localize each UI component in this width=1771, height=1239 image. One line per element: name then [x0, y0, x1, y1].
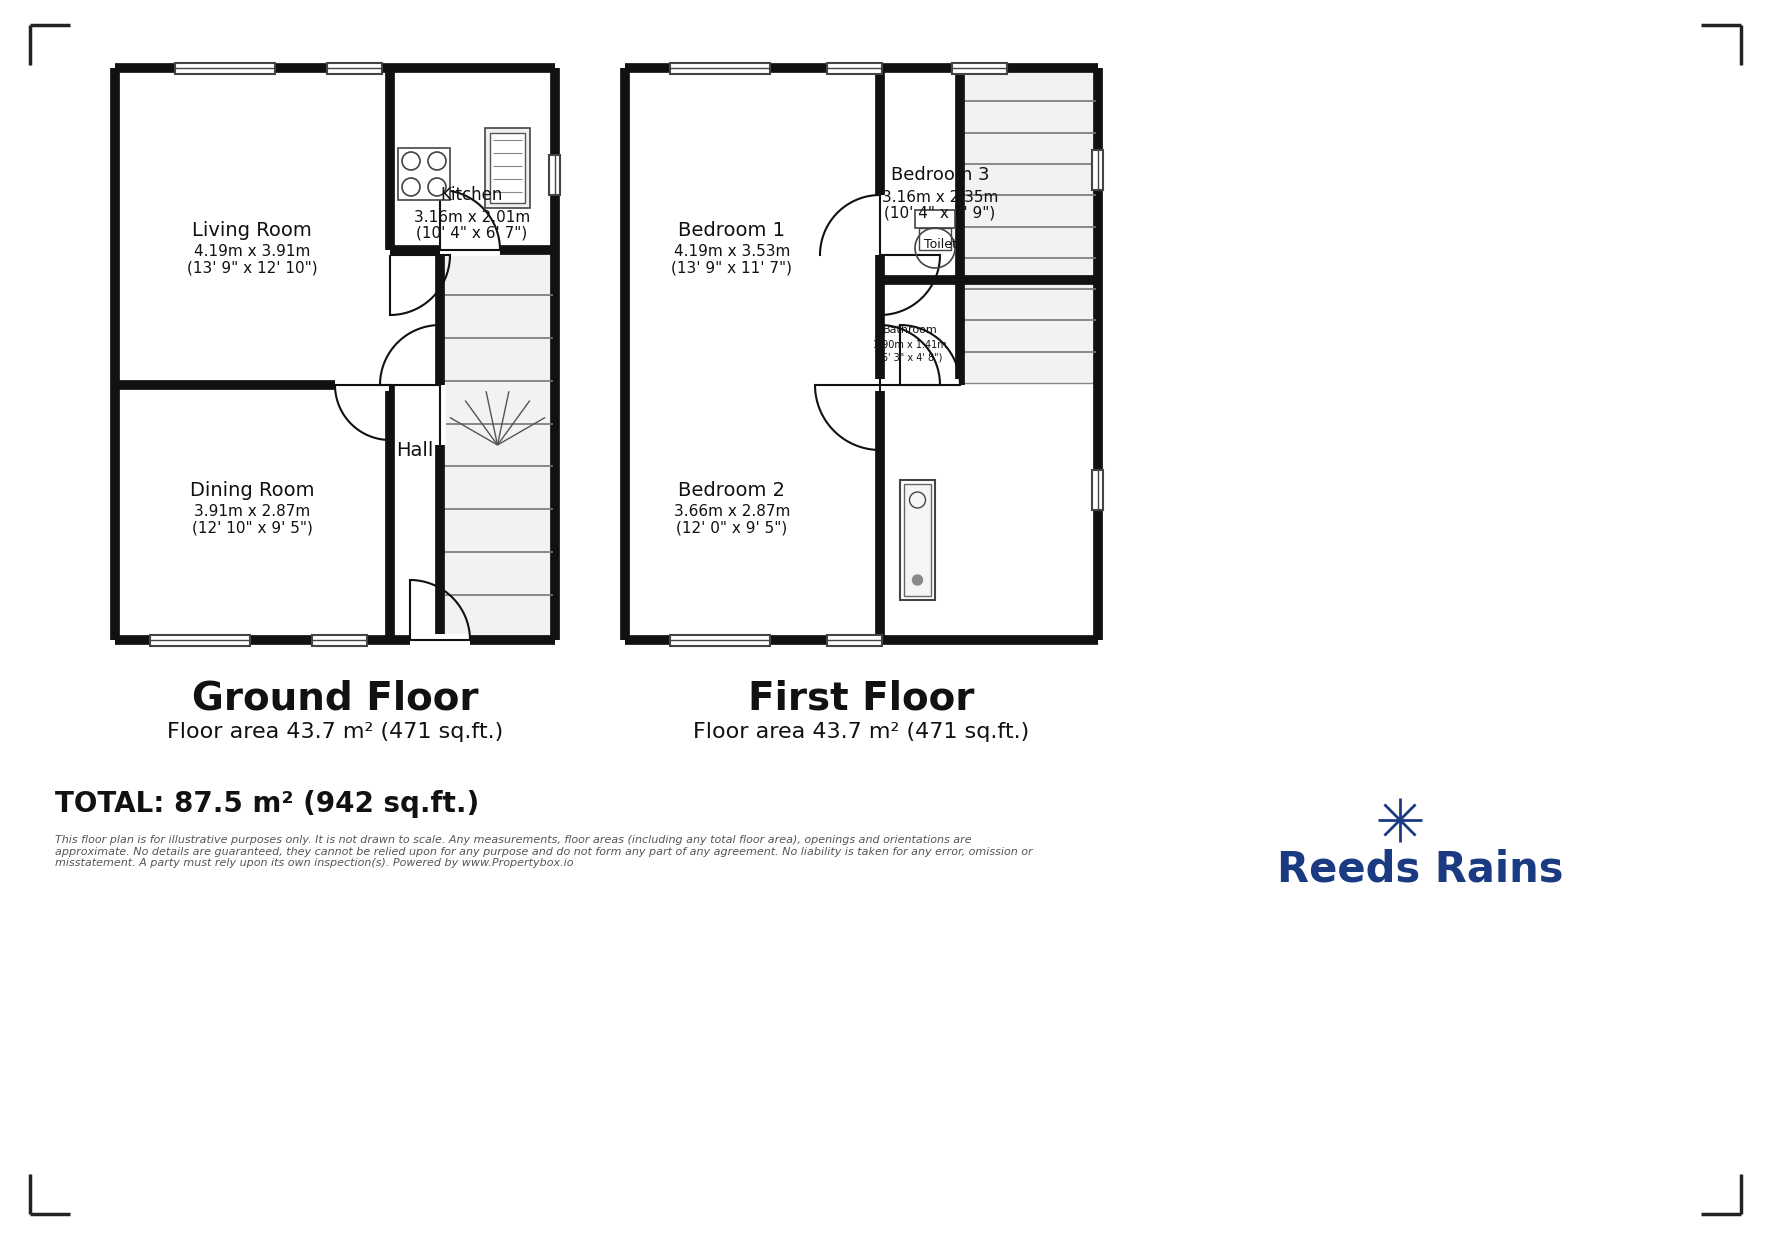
Text: 3.66m x 2.87m: 3.66m x 2.87m	[673, 504, 790, 519]
Bar	[549, 155, 560, 195]
Circle shape	[912, 575, 923, 585]
Bar	[175, 62, 275, 73]
Bar	[827, 62, 882, 73]
Bar	[398, 147, 450, 199]
Bar	[953, 62, 1008, 73]
Text: (6' 3" x 4' 8"): (6' 3" x 4' 8")	[878, 353, 942, 363]
Text: 4.19m x 3.91m: 4.19m x 3.91m	[193, 244, 310, 259]
Bar	[960, 69, 1096, 383]
Text: Toilet: Toilet	[923, 238, 956, 252]
Text: Reeds Rains: Reeds Rains	[1277, 849, 1564, 891]
Text: Ground Floor: Ground Floor	[191, 680, 478, 717]
Bar	[827, 62, 882, 73]
Text: (13' 9" x 11' 7"): (13' 9" x 11' 7")	[671, 260, 792, 275]
Bar	[1093, 150, 1103, 190]
Text: TOTAL: 87.5 m² (942 sq.ft.): TOTAL: 87.5 m² (942 sq.ft.)	[55, 790, 480, 818]
Bar	[312, 634, 368, 646]
Bar	[900, 379, 960, 392]
Bar	[491, 133, 524, 203]
Bar	[953, 62, 1008, 73]
Text: Bedroom 3: Bedroom 3	[891, 166, 990, 185]
Text: 1.90m x 1.41m: 1.90m x 1.41m	[873, 339, 947, 349]
Text: 4.19m x 3.53m: 4.19m x 3.53m	[673, 244, 790, 259]
Text: Bedroom 1: Bedroom 1	[678, 221, 786, 239]
Bar	[916, 209, 955, 228]
Text: Kitchen: Kitchen	[441, 186, 503, 204]
Bar	[439, 252, 553, 638]
Bar	[549, 155, 560, 195]
Bar	[900, 479, 935, 600]
Bar	[815, 379, 880, 392]
Text: 3.16m x 2.01m: 3.16m x 2.01m	[414, 209, 530, 224]
Bar	[1093, 470, 1103, 510]
Bar	[669, 634, 770, 646]
Text: (12' 10" x 9' 5"): (12' 10" x 9' 5")	[191, 520, 312, 535]
Bar	[335, 379, 390, 392]
Bar	[384, 255, 397, 315]
Bar	[439, 244, 499, 256]
Bar	[669, 62, 770, 73]
Text: Dining Room: Dining Room	[189, 481, 313, 499]
Bar	[328, 62, 383, 73]
Bar	[485, 128, 530, 208]
Text: Bedroom 2: Bedroom 2	[678, 481, 786, 499]
Bar	[411, 634, 469, 646]
Bar	[827, 634, 882, 646]
Bar	[1093, 150, 1103, 190]
Bar	[151, 634, 250, 646]
Bar	[875, 195, 886, 255]
Bar	[669, 62, 770, 73]
Bar	[434, 385, 446, 445]
Text: 3.91m x 2.87m: 3.91m x 2.87m	[193, 504, 310, 519]
Text: Bathroom: Bathroom	[882, 325, 937, 335]
Bar	[312, 634, 368, 646]
Text: Floor area 43.7 m² (471 sq.ft.): Floor area 43.7 m² (471 sq.ft.)	[692, 722, 1029, 742]
Bar	[919, 228, 951, 250]
Bar	[880, 379, 940, 392]
Bar	[1093, 470, 1103, 510]
Text: (10' 4" x 6' 7"): (10' 4" x 6' 7")	[416, 225, 528, 240]
Text: First Floor: First Floor	[747, 680, 974, 717]
Bar	[903, 484, 932, 596]
Text: (12' 0" x 9' 5"): (12' 0" x 9' 5")	[677, 520, 788, 535]
Text: Hall: Hall	[397, 441, 434, 460]
Bar	[175, 62, 275, 73]
Text: Floor area 43.7 m² (471 sq.ft.): Floor area 43.7 m² (471 sq.ft.)	[166, 722, 503, 742]
Bar	[827, 634, 882, 646]
Text: Living Room: Living Room	[191, 221, 312, 239]
Bar	[669, 634, 770, 646]
Bar	[151, 634, 250, 646]
Bar	[328, 62, 383, 73]
Text: 3.16m x 2.35m: 3.16m x 2.35m	[882, 190, 999, 204]
Text: This floor plan is for illustrative purposes only. It is not drawn to scale. Any: This floor plan is for illustrative purp…	[55, 835, 1032, 869]
Text: (13' 9" x 12' 10"): (13' 9" x 12' 10")	[186, 260, 317, 275]
Text: (10' 4" x 7' 9"): (10' 4" x 7' 9")	[884, 206, 995, 221]
